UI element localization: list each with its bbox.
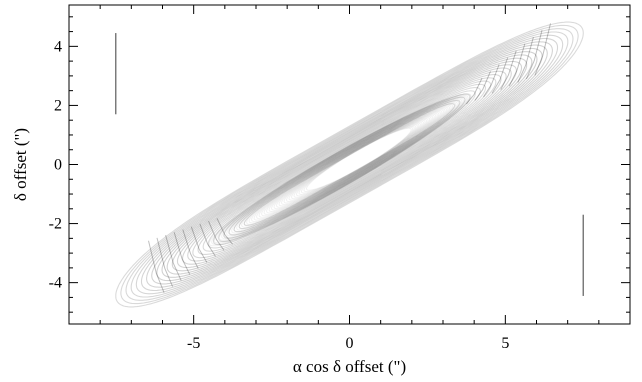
inner-trail-ring — [298, 125, 417, 195]
x-axis-label: α cos δ offset (") — [293, 357, 406, 376]
trail-chevron — [474, 71, 491, 101]
motion-trail-loop — [243, 103, 456, 226]
y-tick-label: 2 — [54, 97, 62, 114]
inner-trail-ring — [246, 106, 449, 225]
inner-trail-ring — [295, 124, 418, 197]
trail-chevron — [500, 50, 517, 90]
inner-trail-ring — [261, 111, 440, 217]
motion-trail-loop — [212, 83, 487, 246]
trail-layer — [115, 21, 584, 308]
inner-trail-ring — [248, 107, 448, 224]
inner-trail-ring — [221, 97, 464, 240]
inner-trail-ring — [228, 100, 460, 235]
motion-trail-loop — [125, 28, 574, 301]
x-tick-label: 0 — [346, 335, 354, 352]
x-tick-label: 5 — [501, 335, 509, 352]
inner-trail-ring — [283, 119, 426, 204]
trail-chevron — [165, 234, 182, 281]
motion-trail-loop — [171, 57, 528, 272]
trail-chevron — [508, 43, 526, 87]
motion-trail-loop — [146, 41, 553, 288]
y-tick-label: -4 — [49, 275, 62, 292]
inner-trail-ring — [216, 95, 467, 242]
inner-trail-ring — [211, 94, 471, 245]
motion-trail-loop — [156, 47, 543, 282]
y-axis-label: δ offset (") — [11, 128, 30, 201]
motion-trail-loop — [218, 87, 481, 242]
motion-trail-loop — [238, 99, 461, 230]
inner-trail-ring — [226, 99, 461, 237]
trail-chevron — [216, 218, 233, 245]
inner-trail-ring — [243, 105, 451, 227]
inner-trail-ring — [276, 117, 431, 208]
trail-chevron — [483, 64, 500, 98]
inner-trail-ring — [306, 127, 412, 191]
trail-chevron — [199, 223, 216, 257]
inner-trail-ring — [271, 115, 434, 211]
inner-trail-ring — [268, 114, 435, 213]
motion-trail-loop — [223, 90, 476, 239]
inner-trail-ring — [285, 120, 425, 203]
inner-trail-ring — [281, 118, 428, 205]
inner-trail-ring — [293, 123, 420, 198]
inner-trail-ring — [263, 112, 438, 215]
inner-trail-ring — [236, 103, 455, 231]
y-tick-label: -2 — [49, 216, 62, 233]
motion-trail-loop — [166, 54, 533, 275]
x-tick-label: -5 — [187, 335, 200, 352]
inner-trail-ring — [253, 109, 444, 221]
trail-chevron — [182, 229, 199, 269]
inner-trail-ring — [223, 98, 463, 238]
inner-trail-ring — [273, 116, 432, 210]
motion-trail-loop — [151, 44, 548, 285]
inner-trail-ring — [278, 117, 429, 207]
inner-trail-ring — [213, 95, 469, 244]
inner-trail-ring — [266, 113, 437, 214]
inner-trail-ring — [256, 110, 443, 220]
tick-layer: -5 0 5 -4 -2 0 2 4 — [49, 5, 631, 352]
trail-chevron — [466, 77, 483, 105]
inner-trail-ring — [218, 96, 466, 241]
inner-trail-ring — [251, 108, 446, 223]
motion-trail-loop — [192, 70, 507, 259]
motion-trail-loop — [233, 96, 466, 233]
motion-trail-loop — [140, 37, 559, 292]
motion-trail-loop — [187, 67, 512, 262]
inner-trail-ring — [233, 102, 457, 232]
trail-chevron — [517, 36, 534, 83]
motion-trail-loop — [202, 77, 497, 252]
trail-chevron — [525, 30, 543, 80]
inner-trail-ring — [290, 122, 421, 200]
motion-trail-loop — [197, 74, 502, 255]
inner-trail-ring — [288, 121, 423, 201]
motion-trail-loop — [176, 60, 523, 269]
motion-trail-loop — [135, 34, 564, 295]
motion-trail-loop — [161, 51, 538, 278]
motion-trail-loop — [120, 24, 579, 305]
trail-chevron — [148, 240, 165, 293]
y-tick-label: 4 — [54, 38, 62, 55]
plot-frame — [68, 4, 631, 325]
motion-trail-loop — [228, 93, 471, 236]
inner-trail-ring — [241, 104, 452, 228]
trail-chevron — [156, 237, 174, 287]
trail-chevron — [190, 226, 208, 263]
y-tick-label: 0 — [54, 157, 62, 174]
trail-chevron — [173, 232, 191, 275]
inner-trail-ring — [258, 110, 441, 218]
inner-trail-ring — [208, 93, 472, 247]
trail-chevron — [208, 220, 225, 251]
motion-trail-loop — [207, 80, 492, 249]
inner-trail-ring — [238, 103, 454, 230]
inner-trail-ring — [231, 101, 458, 234]
motion-trail-loop — [130, 31, 569, 298]
inner-trail-ring — [303, 126, 414, 193]
trail-chevron — [491, 57, 509, 94]
motion-trail-loop — [115, 21, 584, 308]
trail-chevron — [534, 23, 551, 76]
inner-trail-ring — [301, 126, 415, 194]
motion-trail-loop — [182, 64, 517, 265]
